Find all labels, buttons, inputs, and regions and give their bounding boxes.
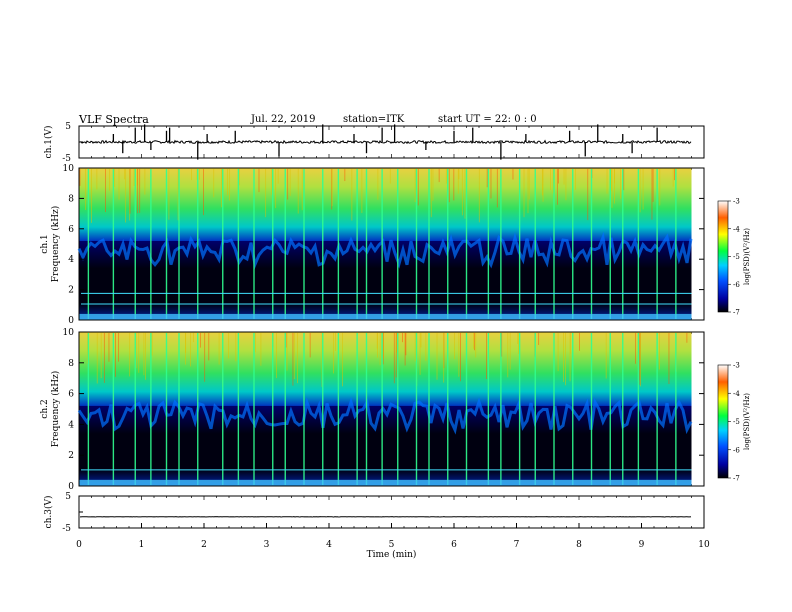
colorbar-tick-label: -7 [733, 475, 740, 483]
y-axis-label: ch.2 [40, 399, 50, 418]
chart-title: VLF Spectra [79, 113, 149, 126]
colorbar [717, 364, 729, 479]
y-tick-label: 8 [68, 194, 74, 204]
y-tick-label: 4 [68, 255, 74, 265]
colorbar-tick-label: -5 [733, 253, 740, 261]
colorbar-tick-label: -6 [733, 446, 740, 454]
x-tick-label: 1 [139, 540, 145, 550]
colorbar-tick-label: -5 [733, 418, 740, 426]
x-tick-label: 7 [514, 540, 520, 550]
date-label: Jul. 22, 2019 [251, 114, 316, 125]
y-axis-label: ch.3(V) [43, 496, 54, 529]
colorbar-label: log(PSD)(V²/Hz) [743, 228, 751, 285]
hiss-edge [77, 396, 693, 435]
colorbar-tick-label: -6 [733, 281, 740, 289]
x-tick-label: 10 [698, 540, 710, 550]
y-tick-label: 6 [68, 225, 74, 235]
y-tick-label: 5 [65, 122, 71, 132]
y-tick-label: 2 [68, 286, 74, 296]
hiss-edge [77, 231, 693, 270]
start-time-label: start UT = 22: 0 : 0 [438, 114, 537, 125]
low-band [79, 405, 692, 486]
hiss-band [79, 332, 692, 407]
colorbar-tick-label: -4 [733, 225, 740, 233]
colorbar-tick-label: -4 [733, 390, 740, 398]
y-axis-label: ch.1 [40, 234, 50, 253]
y-axis-label: Frequency (kHz) [50, 206, 61, 283]
y-tick-label: 2 [68, 451, 74, 461]
y-tick-label: -5 [62, 154, 71, 164]
y-axis-label: Frequency (kHz) [50, 371, 61, 448]
y-tick-label: 0 [68, 482, 74, 492]
x-tick-label: 3 [264, 540, 270, 550]
x-tick-label: 6 [451, 540, 457, 550]
x-tick-label: 0 [76, 540, 82, 550]
y-tick-label: -5 [62, 524, 71, 534]
y-tick-label: 6 [68, 390, 74, 400]
y-tick-label: 4 [68, 420, 74, 430]
colorbar-tick-label: -3 [733, 362, 740, 370]
x-tick-label: 2 [201, 540, 207, 550]
low-frequency-band [79, 479, 692, 486]
y-tick-label: 10 [63, 328, 75, 338]
x-tick-label: 4 [326, 540, 332, 550]
station-label: station=ITK [343, 114, 405, 125]
low-frequency-band [79, 313, 692, 320]
waveform-line [79, 139, 692, 145]
colorbar [717, 200, 729, 313]
x-axis-label: Time (min) [367, 549, 417, 560]
y-tick-label: 5 [65, 492, 71, 502]
y-axis-label: ch.1(V) [43, 126, 54, 159]
y-tick-label: 10 [63, 164, 75, 174]
hiss-band [79, 168, 692, 242]
colorbar-tick-label: -3 [733, 198, 740, 206]
y-tick-label: 0 [68, 316, 74, 326]
y-tick-label: 8 [68, 359, 74, 369]
x-tick-label: 9 [639, 540, 645, 550]
colorbar-tick-label: -7 [733, 309, 740, 317]
colorbar-label: log(PSD)(V²/Hz) [743, 393, 751, 450]
x-tick-label: 5 [389, 540, 395, 550]
x-tick-label: 8 [576, 540, 582, 550]
